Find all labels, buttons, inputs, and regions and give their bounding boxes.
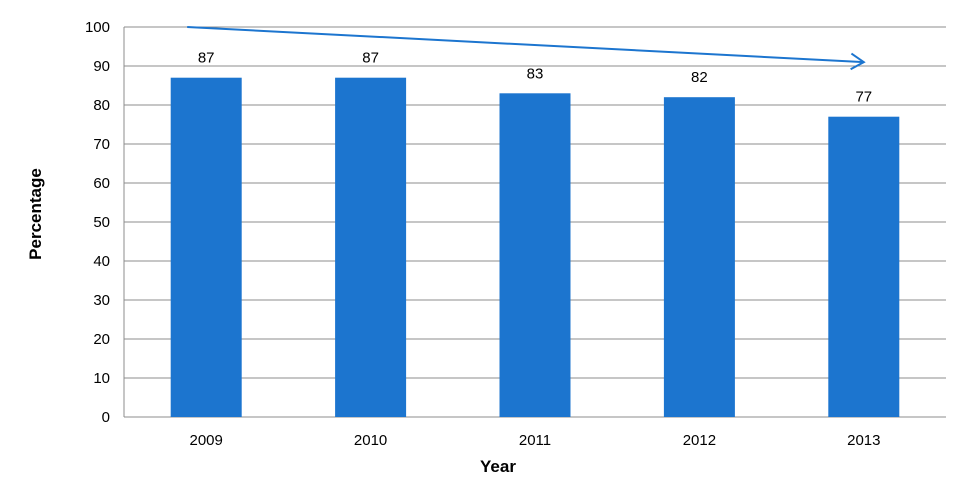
x-tick-label-2012: 2012 (683, 432, 716, 449)
y-tick-label: 70 (93, 136, 110, 153)
x-tick-label-2011: 2011 (519, 432, 551, 449)
data-label-2013: 77 (855, 89, 872, 106)
y-tick-label: 80 (93, 97, 110, 114)
x-tick-label-2009: 2009 (190, 432, 223, 449)
data-label-2009: 87 (198, 50, 215, 67)
data-label-2012: 82 (691, 69, 708, 86)
y-tick-label: 30 (93, 292, 110, 309)
x-tick-label-2013: 2013 (847, 432, 880, 449)
data-labels: 87 87 83 82 77 (198, 50, 872, 106)
bar-2010 (335, 77, 407, 417)
y-tick-label: 100 (85, 19, 110, 36)
y-tick-label: 50 (93, 214, 110, 231)
trend-arrow-head (850, 52, 866, 71)
y-axis-title: Percentage (26, 168, 45, 260)
bar-2011 (499, 93, 571, 418)
bar-2009 (170, 77, 242, 417)
y-tick-label: 0 (102, 409, 110, 426)
y-tick-label: 20 (93, 331, 110, 348)
x-axis-title: Year (480, 457, 516, 476)
bar-2013 (828, 116, 900, 417)
trend-arrow (187, 26, 866, 71)
bar-2012 (663, 97, 735, 417)
y-tick-label: 90 (93, 58, 110, 75)
bars (170, 77, 900, 418)
y-tick-label: 60 (93, 175, 110, 192)
x-tick-label-2010: 2010 (354, 432, 387, 449)
y-axis-ticks: 0 10 20 30 40 50 60 70 80 90 100 (85, 19, 110, 426)
data-label-2010: 87 (362, 50, 379, 67)
x-axis-ticks: 2009 2010 2011 2012 2013 (190, 432, 881, 449)
y-tick-label: 40 (93, 253, 110, 270)
y-tick-label: 10 (93, 370, 110, 387)
trend-arrow-line (187, 26, 864, 64)
data-label-2011: 83 (527, 65, 544, 82)
